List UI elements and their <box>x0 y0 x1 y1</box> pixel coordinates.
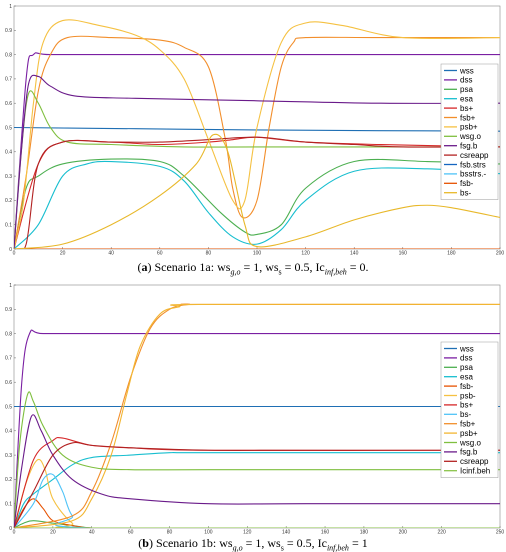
legend-entry: bs- <box>460 189 471 198</box>
chart-a: 0 0.1 0.2 0.3 0.4 0.5 0.6 0.7 0.8 0.9 1 0 20 40 60 80 10… <box>5 4 505 256</box>
y-tick-label: 0 <box>9 247 12 253</box>
y-tick-label: 0.1 <box>5 502 12 508</box>
legend-entry: csreapp <box>460 457 489 466</box>
legend-entry: fsb.strs <box>460 160 486 169</box>
x-tick-label: 160 <box>399 251 408 256</box>
legend-entry: fsg.b <box>460 448 478 457</box>
legend-entry: psa <box>460 85 473 94</box>
series-line-fsb- <box>14 498 500 528</box>
legend-entry: psa <box>460 363 473 372</box>
series-line-bs- <box>14 133 500 249</box>
x-tick-label: 100 <box>204 530 213 535</box>
series-line-wsg-o <box>14 391 500 528</box>
y-tick-label: 0.5 <box>5 404 12 410</box>
series-line-dss <box>14 52 500 249</box>
x-tick-label: 220 <box>438 530 447 535</box>
y-tick-label: 0.8 <box>5 52 12 58</box>
y-tick-label: 0.7 <box>5 356 12 362</box>
chart-b: 0 0.1 0.2 0.3 0.4 0.5 0.6 0.7 0.8 0.9 1 0 20 40 60 80 10… <box>5 283 505 535</box>
y-tick-label: 0.6 <box>5 101 12 107</box>
x-tick-label: 80 <box>167 530 173 535</box>
legend-entry: fsb- <box>460 382 474 391</box>
legend-entry: fsg.b <box>460 142 478 151</box>
series-line-psb- <box>14 458 500 528</box>
series-line-fsg-b <box>14 74 500 249</box>
series-line-bs- <box>14 473 500 528</box>
legend-entry: psb- <box>460 391 476 400</box>
y-tick-label: 0.3 <box>5 174 12 180</box>
y-tick-label: 0 <box>9 526 12 532</box>
series-line-dss <box>14 329 500 528</box>
legend-entry: Icinf.beh <box>460 467 490 476</box>
legend-entry: dss <box>460 76 472 85</box>
x-tick-label: 60 <box>128 530 134 535</box>
legend-entry: psb+ <box>460 429 478 438</box>
series-line-psb- <box>14 303 500 528</box>
y-tick-label: 0.1 <box>5 223 12 229</box>
legend-entry: wss <box>459 344 474 353</box>
y-tick-label: 0.6 <box>5 380 12 386</box>
x-tick-label: 140 <box>282 530 291 535</box>
legend-box <box>440 341 499 478</box>
legend-entry: fsb+ <box>460 113 476 122</box>
y-tick-label: 1 <box>9 283 12 289</box>
legend-entry: fsb- <box>460 179 474 188</box>
x-tick-label: 0 <box>13 251 16 256</box>
legend-entry: bs- <box>460 410 471 419</box>
x-tick-label: 140 <box>350 251 359 256</box>
x-tick-label: 250 <box>496 530 505 535</box>
legend-entry: esa <box>460 373 473 382</box>
legend-entry: dss <box>460 354 472 363</box>
x-tick-label: 180 <box>447 251 456 256</box>
legend-entry: bs+ <box>460 401 473 410</box>
legend-entry: wsg.o <box>459 438 481 447</box>
x-tick-label: 120 <box>301 251 310 256</box>
caption-a: (a) Scenario 1a: wsg,o = 1, wss = 0.5, I… <box>137 260 369 277</box>
caption-b: (b) Scenario 1b: wsg,o = 1, wss = 0.5, I… <box>138 536 368 552</box>
x-tick-label: 40 <box>89 530 95 535</box>
y-tick-label: 0.5 <box>5 125 12 131</box>
legend-entry: wss <box>459 66 474 75</box>
legend-box <box>440 63 499 200</box>
legend-entry: wsg.o <box>459 132 481 141</box>
x-tick-label: 20 <box>60 251 66 256</box>
legend-entry: psb+ <box>460 123 478 132</box>
y-tick-label: 0.3 <box>5 453 12 459</box>
legend-entry: bs+ <box>460 104 473 113</box>
y-tick-label: 0.2 <box>5 477 12 483</box>
legend-entry: fsb+ <box>460 420 476 429</box>
series-line-psb- <box>14 19 500 249</box>
series-line-csreapp <box>14 441 500 528</box>
y-tick-label: 0.2 <box>5 198 12 204</box>
legend-entry: esa <box>460 95 473 104</box>
y-tick-label: 0.9 <box>5 28 12 34</box>
legend-entry: csreapp <box>460 151 489 160</box>
x-tick-label: 20 <box>50 530 56 535</box>
series-line-esa <box>14 160 500 249</box>
series-line-psa <box>14 158 500 249</box>
x-tick-label: 200 <box>496 251 505 256</box>
y-tick-label: 0.7 <box>5 77 12 83</box>
x-tick-label: 160 <box>321 530 330 535</box>
x-tick-label: 120 <box>243 530 252 535</box>
x-tick-label: 0 <box>13 530 16 535</box>
x-tick-label: 200 <box>399 530 408 535</box>
x-tick-label: 180 <box>360 530 369 535</box>
x-tick-label: 40 <box>108 251 114 256</box>
series-line-fsg-b <box>14 414 500 528</box>
series-line-fsb- <box>14 35 500 249</box>
series-line-csreapp <box>14 136 500 249</box>
x-tick-label: 80 <box>206 251 212 256</box>
y-tick-label: 0.4 <box>5 429 12 435</box>
y-tick-label: 0.4 <box>5 150 12 156</box>
x-tick-label: 60 <box>157 251 163 256</box>
y-tick-label: 0.9 <box>5 307 12 313</box>
y-tick-label: 1 <box>9 4 12 10</box>
x-tick-label: 100 <box>253 251 262 256</box>
legend-entry: bsstrs.- <box>460 170 487 179</box>
y-tick-label: 0.8 <box>5 331 12 337</box>
